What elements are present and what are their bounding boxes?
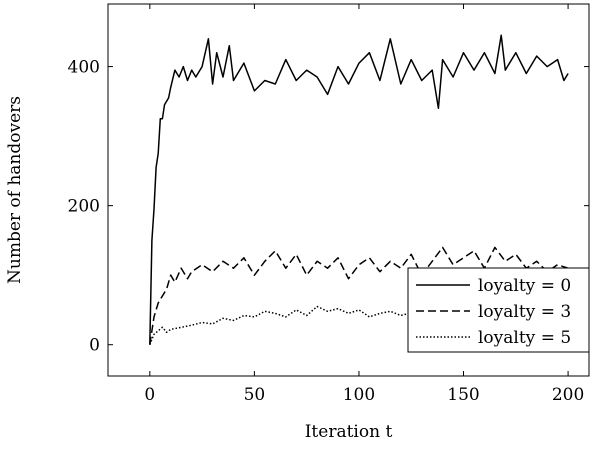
legend: loyalty = 0 loyalty = 3 loyalty = 5 <box>407 267 590 353</box>
legend-label: loyalty = 3 <box>478 302 571 322</box>
legend-label: loyalty = 5 <box>478 328 571 348</box>
x-tick-label: 200 <box>552 385 584 405</box>
legend-label: loyalty = 0 <box>478 276 571 296</box>
x-tick-label: 50 <box>244 385 266 405</box>
y-axis-ticks: 0 200 400 <box>68 58 589 356</box>
y-tick-label: 400 <box>68 58 100 78</box>
x-axis-label: Iteration t <box>305 422 393 442</box>
plot-frame <box>107 3 590 377</box>
y-axis-label: Number of handovers <box>5 96 25 284</box>
x-tick-label: 0 <box>144 385 155 405</box>
y-tick-label: 200 <box>68 197 100 217</box>
x-tick-label: 150 <box>447 385 479 405</box>
legend-box <box>407 267 590 353</box>
plot-area <box>107 3 590 377</box>
x-axis-ticks: 0 50 100 150 200 <box>144 4 584 405</box>
y-tick-label: 0 <box>89 336 100 356</box>
series-layer <box>149 34 569 345</box>
series-line-loyalty-0 <box>149 34 569 345</box>
x-tick-label: 100 <box>343 385 375 405</box>
series-line-loyalty-5 <box>149 305 464 345</box>
series-line-loyalty-3 <box>149 246 569 345</box>
